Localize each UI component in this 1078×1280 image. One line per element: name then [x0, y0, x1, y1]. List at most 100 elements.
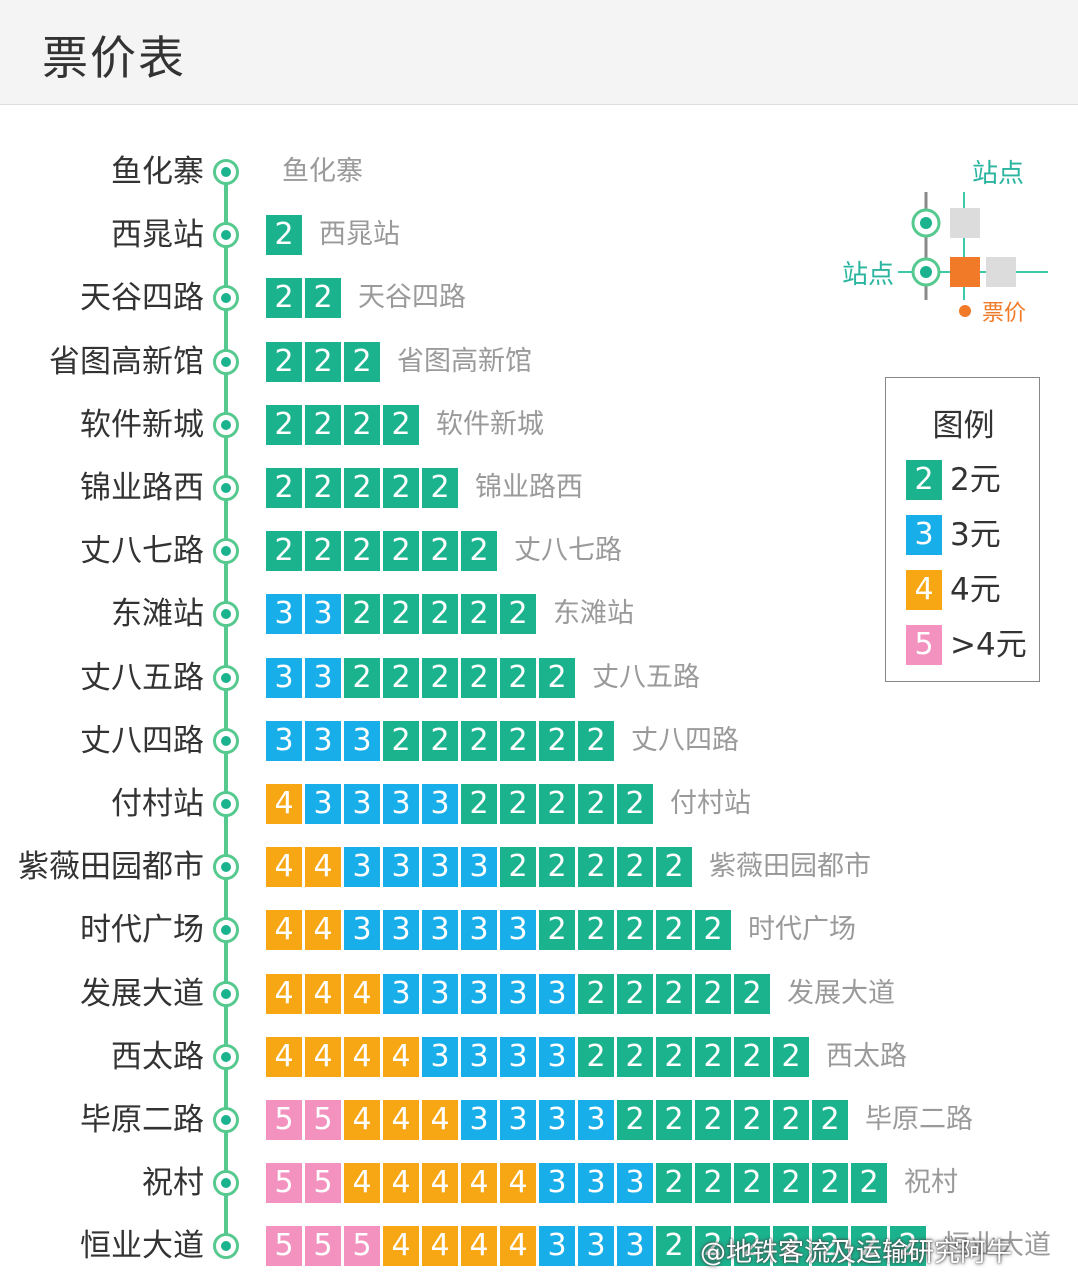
fare-cell: 5 [305, 1163, 341, 1203]
fare-cell: 3 [461, 910, 497, 950]
fare-cell: 2 [383, 721, 419, 761]
row-end-station-label: 锦业路西 [475, 472, 583, 503]
fare-cell: 2 [773, 1037, 809, 1077]
fare-cell: 2 [305, 278, 341, 318]
fare-cell: 4 [500, 1226, 536, 1266]
fare-cell: 4 [266, 1037, 302, 1077]
fare-cell: 3 [422, 847, 458, 887]
fare-cell: 4 [461, 1163, 497, 1203]
fare-cell: 2 [383, 531, 419, 571]
legend-swatch-4: 4 [906, 570, 942, 610]
fare-cell: 3 [539, 1163, 575, 1203]
fare-cell: 3 [266, 721, 302, 761]
fare-cell: 2 [539, 658, 575, 698]
station-node-icon [213, 475, 239, 501]
fare-cell: 2 [578, 974, 614, 1014]
fare-cell: 3 [578, 1163, 614, 1203]
fare-cell: 2 [812, 1100, 848, 1140]
fare-cell: 2 [890, 1226, 926, 1266]
station-name: 西太路 [111, 1039, 204, 1075]
fare-cell: 2 [734, 1100, 770, 1140]
fare-cell: 3 [305, 658, 341, 698]
legend-label-4: 4元 [950, 572, 1001, 608]
station-name: 软件新城 [80, 407, 204, 443]
fare-cell: 3 [383, 784, 419, 824]
fare-cell: 2 [773, 1226, 809, 1266]
station-node-icon [213, 981, 239, 1007]
guide-station-dot-left [920, 266, 932, 278]
station-name: 毕原二路 [80, 1102, 204, 1138]
station-name: 省图高新馆 [49, 344, 204, 380]
fare-cell: 2 [656, 1100, 692, 1140]
fare-cell: 4 [344, 1100, 380, 1140]
guide-empty-cell-2 [986, 257, 1016, 287]
legend-label-2: 2元 [950, 462, 1001, 498]
fare-cell: 2 [734, 1226, 770, 1266]
fare-cell: 2 [617, 1037, 653, 1077]
row-end-station-label: 东滩站 [553, 598, 634, 629]
fare-cell: 4 [500, 1163, 536, 1203]
fare-cell: 4 [461, 1226, 497, 1266]
fare-cell: 5 [266, 1226, 302, 1266]
fare-cell: 2 [656, 1163, 692, 1203]
station-node-icon [213, 159, 239, 185]
fare-cell: 2 [578, 721, 614, 761]
legend-box: 图例 2 2元 3 3元 4 4元 5 >4元 [885, 377, 1040, 682]
fare-cell: 2 [266, 278, 302, 318]
guide-fare-cell [950, 257, 980, 287]
fare-cell: 2 [578, 910, 614, 950]
fare-cell: 2 [422, 658, 458, 698]
fare-cell: 3 [500, 910, 536, 950]
fare-cell: 2 [422, 468, 458, 508]
page-title: 票价表 [42, 31, 186, 85]
fare-cell: 3 [461, 974, 497, 1014]
row-end-station-label: 祝村 [904, 1167, 958, 1198]
fare-cell: 2 [812, 1163, 848, 1203]
row-end-station-label: 紫薇田园都市 [709, 851, 871, 882]
station-node-icon [213, 917, 239, 943]
row-end-station-label: 丈八七路 [514, 535, 622, 566]
station-name: 西晁站 [111, 217, 204, 253]
fare-cell: 3 [266, 594, 302, 634]
fare-cell: 2 [539, 910, 575, 950]
legend-swatch-5: 5 [906, 625, 942, 665]
fare-cell: 2 [539, 784, 575, 824]
guide-fare-dot [959, 305, 971, 317]
fare-cell: 4 [266, 910, 302, 950]
fare-cell: 4 [266, 974, 302, 1014]
fare-cell: 2 [344, 342, 380, 382]
fare-cell: 4 [383, 1226, 419, 1266]
row-end-station-label: 发展大道 [787, 978, 895, 1009]
fare-cell: 4 [422, 1100, 458, 1140]
fare-cell: 4 [383, 1037, 419, 1077]
fare-cell: 2 [578, 847, 614, 887]
station-node-icon [213, 601, 239, 627]
fare-cell: 5 [305, 1100, 341, 1140]
fare-cell: 3 [422, 974, 458, 1014]
legend-title: 图例 [932, 408, 995, 444]
fare-cell: 5 [266, 1100, 302, 1140]
fare-cell: 2 [344, 658, 380, 698]
legend-swatch-2: 2 [906, 460, 942, 500]
fare-cell: 3 [344, 784, 380, 824]
fare-cell: 4 [344, 1037, 380, 1077]
station-node-icon [213, 854, 239, 880]
fare-cell: 3 [500, 974, 536, 1014]
row-end-station-label: 丈八四路 [631, 725, 739, 756]
station-node-icon [213, 412, 239, 438]
fare-cell: 2 [500, 847, 536, 887]
guide-station-dot-top [920, 217, 932, 229]
fare-cell: 2 [500, 658, 536, 698]
fare-cell: 2 [383, 468, 419, 508]
fare-cell: 4 [305, 910, 341, 950]
fare-cell: 5 [305, 1226, 341, 1266]
row-end-station-label: 西晁站 [319, 219, 400, 250]
fare-cell: 2 [656, 1037, 692, 1077]
fare-cell: 2 [422, 531, 458, 571]
fare-cell: 2 [578, 784, 614, 824]
fare-cell: 3 [461, 1100, 497, 1140]
fare-cell: 2 [734, 974, 770, 1014]
station-node-icon [213, 222, 239, 248]
fare-cell: 3 [578, 1100, 614, 1140]
fare-cell: 3 [539, 1226, 575, 1266]
